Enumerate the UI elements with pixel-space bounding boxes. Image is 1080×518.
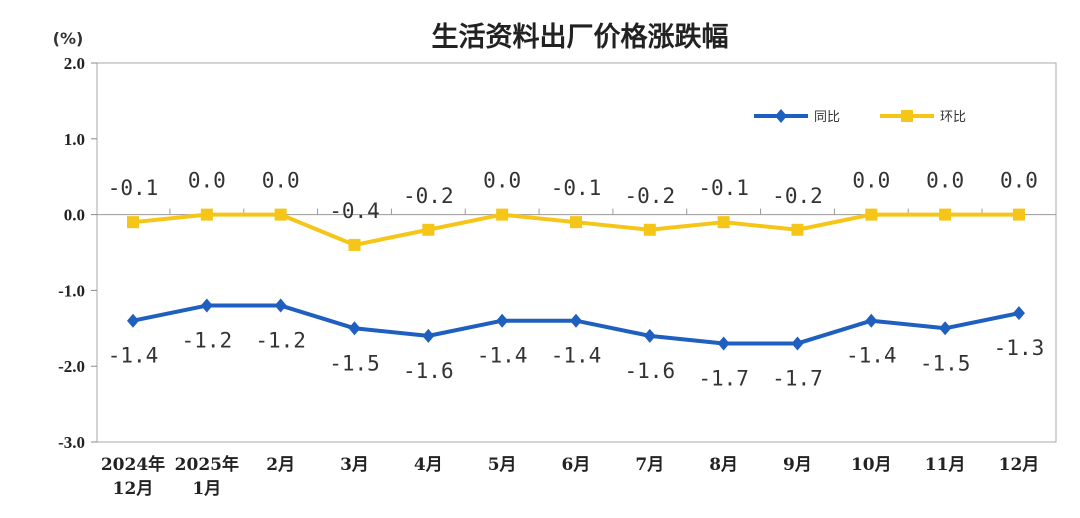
y-tick-label: -1.0 <box>58 281 85 300</box>
x-tick-label: 11月 <box>925 455 966 475</box>
data-point <box>200 298 213 313</box>
data-label: 0.0 <box>262 169 300 193</box>
data-label: -1.6 <box>625 359 676 383</box>
plot-border <box>96 62 1057 443</box>
x-tick-label: 2024年 <box>101 454 165 475</box>
data-label: -1.4 <box>477 344 528 368</box>
x-tick-label: 3月 <box>340 455 369 475</box>
legend-marker <box>901 110 913 122</box>
legend-label: 同比 <box>814 110 840 125</box>
data-label: 0.0 <box>926 169 964 193</box>
legend-label: 环比 <box>940 110 966 125</box>
data-point <box>791 336 804 351</box>
data-label: -0.2 <box>772 184 823 208</box>
data-point <box>1012 208 1025 221</box>
y-tick-label: -2.0 <box>58 357 85 376</box>
data-point <box>1012 306 1025 321</box>
data-label: -1.4 <box>108 344 159 368</box>
x-tick-label: 1月 <box>192 479 221 499</box>
x-tick-label: 10月 <box>851 455 892 475</box>
data-label: -1.2 <box>255 329 306 353</box>
x-tick-label: 2月 <box>266 455 295 475</box>
x-tick-label: 6月 <box>562 455 591 475</box>
data-label: -0.4 <box>329 199 380 223</box>
y-tick-label: 1.0 <box>64 130 85 149</box>
data-point <box>939 208 952 221</box>
data-point <box>643 328 656 343</box>
data-label: -1.4 <box>551 344 602 368</box>
data-label: -1.7 <box>772 366 823 390</box>
data-point <box>274 208 287 221</box>
data-point <box>865 313 878 328</box>
data-point <box>569 313 582 328</box>
data-point <box>496 313 509 328</box>
data-point <box>791 223 804 236</box>
x-tick-label: 5月 <box>488 455 517 475</box>
x-tick-label: 4月 <box>414 455 443 475</box>
chart-title: 生活资料出厂价格涨跌幅 <box>432 22 729 53</box>
x-tick-label: 12月 <box>113 479 154 499</box>
legend-marker <box>775 109 787 123</box>
data-point <box>939 321 952 336</box>
y-tick-label: 2.0 <box>64 54 85 73</box>
data-label: -1.2 <box>182 329 233 353</box>
data-label: 0.0 <box>483 169 521 193</box>
data-point <box>717 216 730 229</box>
data-label: -0.2 <box>625 184 676 208</box>
data-point <box>643 223 656 236</box>
data-label: -1.5 <box>920 351 971 375</box>
data-point <box>127 313 139 328</box>
data-point <box>274 298 287 313</box>
data-point <box>348 321 361 336</box>
y-tick-label: 0.0 <box>64 206 85 225</box>
data-label: -1.7 <box>698 366 749 390</box>
data-label: 0.0 <box>1000 169 1038 193</box>
data-label: -0.2 <box>403 184 454 208</box>
data-point <box>422 223 435 236</box>
data-label: -0.1 <box>551 176 602 200</box>
data-point <box>865 208 878 221</box>
y-unit-label: (%) <box>53 29 84 48</box>
data-point <box>127 216 139 229</box>
data-label: -1.5 <box>329 351 380 375</box>
plot-area: 2.0 1.0 0.0 -1.0 -2.0 -3.0 2024年 12月 2025年 1月 2月 3月… <box>58 54 1057 499</box>
data-label: -0.1 <box>108 176 159 200</box>
x-tick-label: 12月 <box>999 455 1040 475</box>
data-label: -1.3 <box>994 336 1045 360</box>
data-label: -1.4 <box>846 344 897 368</box>
data-point <box>717 336 730 351</box>
data-point <box>422 328 435 343</box>
data-label: 0.0 <box>188 169 226 193</box>
y-tick-label: -3.0 <box>58 433 85 452</box>
data-point <box>200 208 213 221</box>
x-tick-label: 2025年 <box>175 454 239 475</box>
data-point <box>348 238 361 251</box>
data-label: 0.0 <box>852 169 890 193</box>
x-tick-label: 9月 <box>783 455 812 475</box>
data-point <box>496 208 509 221</box>
x-tick-label: 8月 <box>709 455 738 475</box>
data-label: -0.1 <box>698 176 749 200</box>
x-tick-label: 7月 <box>635 455 664 475</box>
data-point <box>569 216 582 229</box>
data-label: -1.6 <box>403 359 454 383</box>
